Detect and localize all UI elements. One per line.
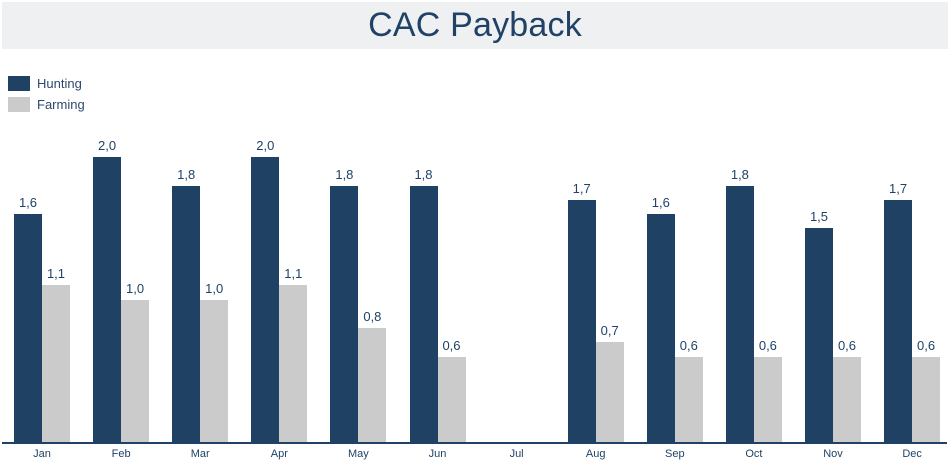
x-tick-label-nov: Nov	[823, 448, 843, 460]
data-label-hunting-jan: 1,6	[18, 195, 38, 210]
bar-farming-aug	[595, 342, 624, 442]
x-tick-label-jan: Jan	[33, 448, 51, 460]
legend-label-farming: Farming	[37, 97, 85, 112]
bar-hunting-dec	[884, 199, 913, 442]
chart-title: CAC Payback	[368, 6, 582, 44]
legend-item-hunting: Hunting	[8, 73, 85, 94]
data-label-farming-feb: 1,0	[126, 280, 145, 296]
data-label-farming-apr: 1,1	[284, 266, 303, 282]
bar-farming-feb	[121, 299, 150, 442]
data-label-hunting-nov: 1,5	[809, 209, 829, 225]
x-tick-label-apr: Apr	[270, 448, 288, 460]
x-tick-label-sep: Sep	[665, 448, 685, 460]
x-tick-label-oct: Oct	[745, 448, 763, 460]
bar-farming-mar	[200, 299, 229, 442]
bar-hunting-sep	[646, 214, 675, 442]
x-tick-label-dec: Dec	[902, 448, 922, 460]
data-label-farming-jan: 1,1	[46, 266, 66, 282]
bar-hunting-may	[330, 185, 359, 442]
bar-farming-oct	[753, 356, 782, 442]
bar-farming-apr	[279, 285, 308, 442]
data-label-farming-aug: 0,7	[600, 323, 619, 339]
legend-swatch-hunting	[8, 76, 30, 91]
x-axis-line	[2, 442, 947, 444]
title-bar: CAC Payback	[2, 2, 948, 49]
bar-farming-nov	[833, 356, 861, 442]
data-label-farming-oct: 0,6	[758, 337, 777, 353]
bar-hunting-jun	[409, 185, 438, 442]
bar-hunting-aug	[567, 199, 596, 442]
legend-item-farming: Farming	[8, 94, 85, 115]
bar-farming-sep	[674, 356, 703, 442]
bar-farming-dec	[912, 356, 941, 442]
bar-farming-may	[358, 328, 387, 442]
bar-farming-jan	[42, 285, 70, 442]
data-label-farming-mar: 1,0	[205, 280, 224, 296]
bar-hunting-oct	[725, 185, 754, 442]
x-tick-label-jul: Jul	[509, 448, 524, 460]
bar-farming-jun	[437, 356, 466, 442]
data-label-farming-sep: 0,6	[679, 337, 698, 353]
x-tick-label-feb: Feb	[111, 448, 131, 460]
legend-label-hunting: Hunting	[37, 76, 82, 91]
data-label-farming-nov: 0,6	[837, 337, 857, 353]
x-tick-label-mar: Mar	[190, 448, 210, 460]
bar-hunting-nov	[805, 228, 833, 442]
bar-hunting-jan	[14, 214, 42, 442]
data-label-hunting-apr: 2,0	[256, 138, 275, 153]
data-label-farming-may: 0,8	[363, 309, 382, 324]
data-label-farming-jun: 0,6	[442, 337, 461, 353]
data-label-hunting-aug: 1,7	[572, 180, 591, 196]
bar-hunting-apr	[251, 157, 280, 442]
data-label-hunting-sep: 1,6	[651, 195, 670, 210]
data-label-farming-dec: 0,6	[917, 337, 936, 353]
bar-hunting-feb	[93, 157, 122, 442]
data-label-hunting-mar: 1,8	[177, 166, 196, 182]
x-tick-label-aug: Aug	[585, 448, 606, 460]
data-label-hunting-oct: 1,8	[730, 166, 749, 182]
data-label-hunting-jun: 1,8	[414, 166, 433, 182]
legend-swatch-farming	[8, 97, 30, 112]
data-label-hunting-feb: 2,0	[98, 138, 117, 153]
x-tick-label-jun: Jun	[428, 448, 447, 460]
data-label-hunting-may: 1,8	[335, 166, 354, 182]
bar-hunting-mar	[172, 185, 201, 442]
data-label-hunting-dec: 1,7	[889, 180, 908, 196]
x-tick-label-may: May	[348, 448, 369, 460]
legend: Hunting Farming	[8, 73, 85, 115]
